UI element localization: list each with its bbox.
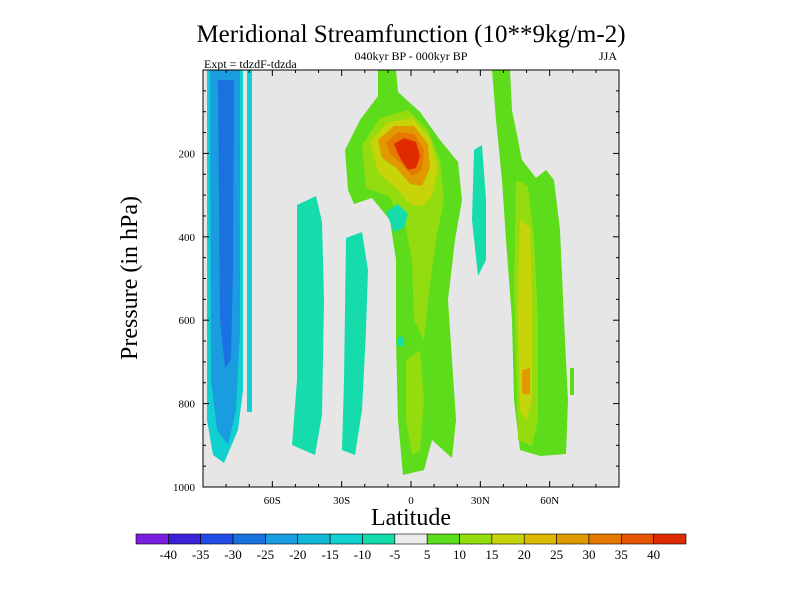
colorbar-label-10: 15 <box>485 547 498 562</box>
colorbar-swatch-15 <box>620 533 654 545</box>
colorbar-label-8: 5 <box>424 547 431 562</box>
y-axis-label: Pressure (in hPa) <box>117 196 143 360</box>
contour-sh-midlat-right <box>342 232 368 455</box>
colorbar-swatch-11 <box>491 533 525 545</box>
contour-sh-thin-strip <box>247 70 252 412</box>
colorbar-label-5: -15 <box>321 547 338 562</box>
y-tick-label-4: 1000 <box>173 482 196 494</box>
x-tick-label-3: 30N <box>471 495 490 507</box>
y-tick-label-1: 400 <box>179 232 196 244</box>
colorbar-swatch-0 <box>135 533 169 545</box>
chart-subtitle-left: Expt = tdzdF-tdzda <box>204 57 297 71</box>
x-tick-label-1: 30S <box>333 495 350 507</box>
colorbar-label-11: 20 <box>518 547 531 562</box>
x-tick-label-2: 0 <box>408 495 414 507</box>
colorbar: -40 -35 -30 -25 -20 -15 -10 -5 5 10 15 20 25 30 35 40 <box>135 533 687 562</box>
colorbar-label-12: 25 <box>550 547 563 562</box>
colorbar-label-13: 30 <box>582 547 595 562</box>
contour-sh-polar-core <box>218 80 234 368</box>
colorbar-swatch-8 <box>394 533 428 545</box>
colorbar-swatch-16 <box>653 533 687 545</box>
contour-eq-small-cyan <box>386 204 408 232</box>
contour-eq-core <box>394 138 420 170</box>
colorbar-swatch-7 <box>362 533 396 545</box>
colorbar-swatch-12 <box>523 533 557 545</box>
chart-subtitle-right: JJA <box>599 49 617 63</box>
colorbar-label-9: 10 <box>453 547 466 562</box>
colorbar-swatch-4 <box>265 533 299 545</box>
chart-title: Meridional Streamfunction (10**9kg/m-2) <box>196 21 625 48</box>
y-tick-label-0: 200 <box>179 148 196 160</box>
chart-subtitle-center: 040kyr BP - 000kyr BP <box>355 49 468 63</box>
colorbar-swatch-2 <box>200 533 234 545</box>
contour-nh-midlat-hot <box>522 368 530 394</box>
contour-nh-edge-strip <box>570 368 574 395</box>
colorbar-swatch-6 <box>329 533 363 545</box>
colorbar-label-0: -40 <box>160 547 177 562</box>
colorbar-swatch-5 <box>297 533 331 545</box>
contour-fills <box>207 70 574 475</box>
contour-nh-neg-strip <box>472 145 486 276</box>
colorbar-label-1: -35 <box>192 547 209 562</box>
x-tick-label-4: 60N <box>540 495 559 507</box>
colorbar-label-15: 40 <box>647 547 660 562</box>
colorbar-swatch-1 <box>168 533 202 545</box>
colorbar-swatch-3 <box>232 533 266 545</box>
x-axis-label: Latitude <box>371 505 451 531</box>
axes-group: 60S 30S 0 30N 60N 200 400 600 800 1000 <box>173 70 619 507</box>
contour-eq-small-blob <box>398 336 404 346</box>
colorbar-swatch-13 <box>556 533 590 545</box>
y-tick-label-3: 800 <box>179 399 196 411</box>
x-tick-label-0: 60S <box>264 495 281 507</box>
colorbar-label-14: 35 <box>615 547 628 562</box>
colorbar-label-7: -5 <box>389 547 400 562</box>
colorbar-label-6: -10 <box>354 547 371 562</box>
colorbar-swatch-14 <box>588 533 622 545</box>
colorbar-label-4: -20 <box>289 547 306 562</box>
contour-eq-ridge-lower <box>406 350 424 455</box>
contour-sh-midlat <box>292 196 324 455</box>
y-tick-label-2: 600 <box>179 315 196 327</box>
colorbar-swatch-9 <box>426 533 460 545</box>
colorbar-label-3: -25 <box>257 547 274 562</box>
colorbar-swatch-10 <box>459 533 493 545</box>
colorbar-label-2: -30 <box>224 547 241 562</box>
